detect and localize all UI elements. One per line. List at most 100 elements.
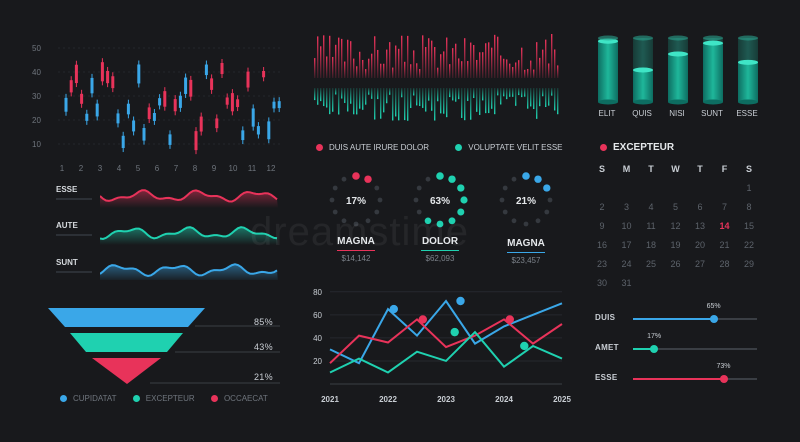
- line-chart-x-tick: 2021: [321, 395, 339, 404]
- candle-body: [184, 77, 188, 94]
- audio-bar-teal: [431, 88, 433, 111]
- audio-bar-red: [548, 63, 550, 78]
- cylinder-3-base: [668, 99, 688, 105]
- candle-body: [241, 130, 245, 141]
- donut-1-segment: [365, 218, 371, 224]
- calendar-day[interactable]: 14: [719, 221, 730, 231]
- line-series-2: [329, 318, 563, 364]
- audio-bar-red: [365, 69, 367, 78]
- audio-bar-teal: [467, 88, 469, 101]
- cylinder-5-base: [738, 99, 758, 105]
- calendar-day[interactable]: 21: [719, 240, 730, 250]
- candle-body: [210, 78, 214, 90]
- donut-gauges: 17% 63% 21%: [329, 172, 553, 228]
- calendar-day[interactable]: 30: [596, 278, 607, 288]
- audio-bar-teal: [503, 88, 505, 97]
- audio-bar-red: [452, 48, 454, 78]
- cylinder-label-3: NISI: [669, 109, 685, 118]
- audio-bar-red: [314, 58, 316, 78]
- audio-bar-red: [446, 37, 448, 78]
- calendar-day[interactable]: 4: [648, 202, 654, 212]
- candle-y-tick: 50: [32, 44, 41, 53]
- calendar-day[interactable]: 17: [621, 240, 632, 250]
- candle-y-tick: 40: [32, 68, 41, 77]
- donut-1-segment: [332, 185, 338, 191]
- donut-3-value: $23,457: [511, 256, 541, 265]
- candle-x-tick: 10: [229, 164, 238, 173]
- line-marker: [450, 327, 459, 337]
- funnel-legend: CUPIDATAT EXCEPTEUR OCCAECAT: [60, 394, 268, 403]
- slider-fill-esse: [633, 378, 724, 380]
- calendar-day[interactable]: 27: [694, 259, 705, 269]
- calendar-weekday: S: [745, 164, 752, 174]
- audio-bar-red: [389, 42, 391, 78]
- calendar-day[interactable]: 10: [621, 221, 632, 231]
- candle-body: [121, 135, 125, 149]
- line-marker: [456, 296, 465, 306]
- legend-dot-icon: [455, 144, 463, 152]
- calendar-day[interactable]: 23: [596, 259, 607, 269]
- calendar-day[interactable]: 7: [721, 202, 727, 212]
- calendar-day[interactable]: 22: [743, 240, 754, 250]
- line-chart-x-tick: 2024: [495, 395, 513, 404]
- calendar-day[interactable]: 11: [646, 221, 656, 231]
- calendar-weekday: T: [697, 164, 703, 174]
- donut-3-segment: [522, 172, 530, 180]
- audio-bar-red: [485, 43, 487, 78]
- donut-3-segment: [499, 197, 505, 203]
- calendar-day[interactable]: 8: [746, 202, 752, 212]
- calendar-day[interactable]: 3: [623, 202, 629, 212]
- audio-bar-teal: [317, 88, 319, 105]
- slider-knob-duis[interactable]: [709, 315, 718, 323]
- cylinder-2-base: [633, 99, 653, 105]
- calendar-day[interactable]: 26: [670, 259, 681, 269]
- audio-bar-teal: [479, 88, 481, 115]
- calendar-day[interactable]: 12: [670, 221, 681, 231]
- audio-bar-red: [434, 47, 436, 78]
- calendar-day[interactable]: 15: [743, 221, 754, 231]
- calendar-day[interactable]: 25: [645, 259, 656, 269]
- audio-bar-teal: [335, 88, 337, 95]
- calendar-day[interactable]: 24: [621, 259, 632, 269]
- calendar-day[interactable]: 20: [694, 240, 705, 250]
- wave-fill-sunt: [100, 264, 278, 280]
- cylinder-label-1: ELIT: [598, 109, 616, 118]
- calendar-day[interactable]: 2: [599, 202, 605, 212]
- calendar-day[interactable]: 29: [743, 259, 754, 269]
- audio-bar-teal: [404, 88, 406, 121]
- slider-knob-esse[interactable]: [719, 375, 728, 383]
- wave-sub-sunt: [56, 271, 92, 273]
- line-marker: [418, 315, 427, 324]
- calendar-day[interactable]: 18: [645, 240, 656, 250]
- line-marker: [520, 341, 529, 351]
- calendar-day[interactable]: 6: [697, 202, 703, 212]
- calendar-day[interactable]: 31: [621, 278, 632, 288]
- calendar-day[interactable]: 13: [694, 221, 705, 231]
- audio-bar-teal: [449, 88, 451, 98]
- calendar-day[interactable]: 1: [746, 183, 752, 193]
- donut-3-segment: [511, 218, 517, 224]
- audio-bar-red: [362, 59, 364, 78]
- slider-track-amet[interactable]: [633, 348, 757, 350]
- audio-bar-red: [491, 47, 493, 78]
- slider-knob-amet[interactable]: [650, 345, 659, 353]
- candle-body: [246, 71, 250, 88]
- audio-bar-red: [392, 67, 394, 78]
- calendar-day[interactable]: 28: [719, 259, 730, 269]
- line-series-1: [329, 299, 563, 365]
- candle-body: [106, 70, 110, 84]
- slider-panel: DUIS 65% AMET 17% ESSE 73%: [595, 298, 765, 393]
- audio-bar-teal: [329, 88, 331, 115]
- candle-body: [236, 99, 240, 108]
- calendar-day[interactable]: 9: [599, 221, 605, 231]
- calendar-header: EXCEPTEUR: [600, 142, 674, 153]
- candle-body: [74, 64, 78, 84]
- calendar-day[interactable]: 5: [672, 202, 678, 212]
- audio-bar-teal: [395, 88, 397, 117]
- calendar-day[interactable]: 19: [670, 240, 681, 250]
- donut-3-segment: [502, 209, 508, 215]
- audio-bar-red: [326, 56, 328, 78]
- calendar-weekday: W: [671, 164, 680, 174]
- calendar-day[interactable]: 16: [596, 240, 607, 250]
- candle-body: [80, 93, 84, 104]
